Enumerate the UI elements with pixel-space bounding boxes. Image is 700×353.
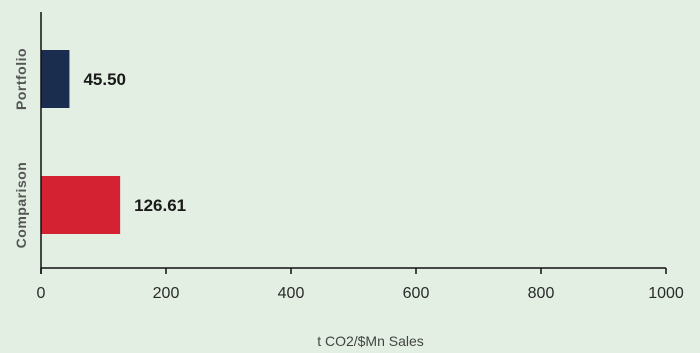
bars-group: [41, 50, 121, 234]
x-axis-title: t CO2/$Mn Sales: [317, 333, 424, 349]
x-tick-label-200: 200: [153, 285, 180, 302]
x-tick-label-800: 800: [528, 285, 555, 302]
category-label-portfolio: Portfolio: [13, 48, 29, 110]
bar-comparison: [41, 176, 121, 234]
x-tick-label-0: 0: [37, 285, 46, 302]
bar-portfolio: [41, 50, 70, 108]
x-axis: 0 200 400 600 800 1000: [37, 267, 684, 302]
data-labels-group: 45.50 126.61: [83, 70, 186, 215]
x-tick-label-600: 600: [403, 285, 430, 302]
data-label-comparison: 126.61: [134, 196, 186, 215]
x-tick-label-1000: 1000: [648, 285, 684, 302]
data-label-portfolio: 45.50: [83, 70, 126, 89]
category-label-comparison: Comparison: [13, 162, 29, 249]
x-tick-label-400: 400: [278, 285, 305, 302]
category-labels-group: Portfolio Comparison: [13, 48, 29, 248]
